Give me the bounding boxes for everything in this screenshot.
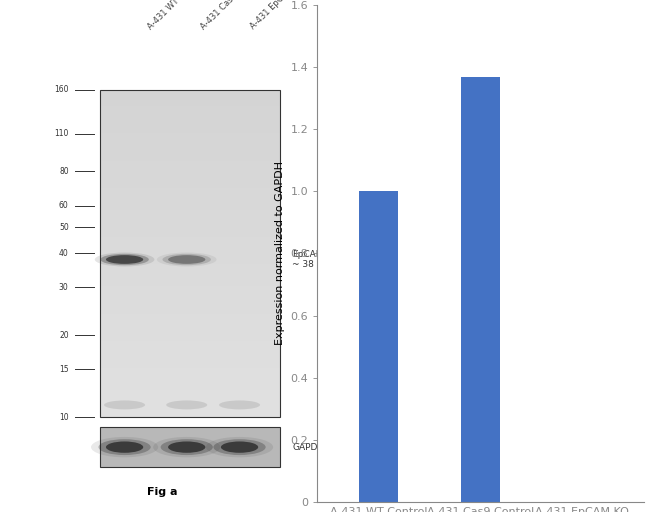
Ellipse shape bbox=[166, 400, 207, 410]
Bar bbox=[461, 76, 500, 502]
Ellipse shape bbox=[161, 439, 213, 455]
Bar bbox=[99, 412, 280, 417]
Bar bbox=[99, 264, 280, 270]
Bar bbox=[99, 401, 280, 407]
Text: EpCAM
~ 38 kDa: EpCAM ~ 38 kDa bbox=[292, 250, 335, 269]
Bar bbox=[99, 122, 280, 128]
Ellipse shape bbox=[157, 252, 216, 267]
Ellipse shape bbox=[168, 441, 205, 453]
Bar bbox=[99, 325, 280, 330]
Text: 30: 30 bbox=[59, 283, 69, 292]
Ellipse shape bbox=[168, 255, 205, 264]
Bar bbox=[99, 155, 280, 161]
Bar bbox=[99, 188, 280, 194]
Bar bbox=[99, 286, 280, 292]
Ellipse shape bbox=[106, 255, 143, 264]
Ellipse shape bbox=[91, 437, 158, 457]
Bar bbox=[99, 319, 280, 325]
Bar bbox=[99, 231, 280, 237]
Ellipse shape bbox=[206, 437, 273, 457]
Text: GAPDH: GAPDH bbox=[292, 443, 324, 452]
Ellipse shape bbox=[104, 400, 145, 410]
Bar bbox=[99, 281, 280, 286]
Bar bbox=[99, 313, 280, 319]
Bar bbox=[99, 112, 280, 117]
Bar bbox=[99, 297, 280, 303]
Bar bbox=[99, 139, 280, 144]
Bar bbox=[99, 133, 280, 139]
Bar bbox=[99, 204, 280, 210]
Text: A-431 WT Control: A-431 WT Control bbox=[146, 0, 205, 31]
Bar bbox=[99, 161, 280, 166]
Bar bbox=[99, 106, 280, 112]
Text: 15: 15 bbox=[59, 365, 69, 374]
Bar bbox=[99, 248, 280, 253]
Bar bbox=[99, 166, 280, 172]
Text: 110: 110 bbox=[54, 130, 69, 138]
Bar bbox=[99, 407, 280, 412]
Ellipse shape bbox=[99, 439, 151, 455]
Text: 80: 80 bbox=[59, 167, 69, 176]
Text: 60: 60 bbox=[59, 201, 69, 210]
Text: 160: 160 bbox=[54, 85, 69, 94]
Text: A-431 EpCAM KO: A-431 EpCAM KO bbox=[249, 0, 306, 31]
Bar bbox=[99, 182, 280, 188]
Text: Fig a: Fig a bbox=[147, 487, 177, 497]
Bar bbox=[99, 226, 280, 231]
Bar bbox=[99, 308, 280, 313]
Bar bbox=[99, 390, 280, 395]
Bar bbox=[99, 335, 280, 341]
Bar bbox=[99, 100, 280, 106]
Bar bbox=[99, 362, 280, 368]
Ellipse shape bbox=[106, 441, 143, 453]
Ellipse shape bbox=[219, 400, 260, 410]
Bar bbox=[99, 346, 280, 352]
Bar bbox=[99, 90, 280, 95]
Bar bbox=[359, 191, 398, 502]
Bar bbox=[99, 374, 280, 379]
Bar bbox=[99, 194, 280, 199]
Ellipse shape bbox=[95, 252, 155, 267]
Ellipse shape bbox=[100, 254, 149, 265]
Y-axis label: Expression normalized to GAPDH: Expression normalized to GAPDH bbox=[275, 161, 285, 346]
Bar bbox=[99, 90, 280, 417]
Bar bbox=[99, 357, 280, 362]
Bar bbox=[99, 270, 280, 275]
Bar bbox=[99, 172, 280, 177]
Text: 50: 50 bbox=[59, 223, 69, 231]
Ellipse shape bbox=[221, 441, 258, 453]
Bar bbox=[99, 253, 280, 259]
Bar bbox=[99, 117, 280, 122]
Bar bbox=[99, 379, 280, 385]
Bar bbox=[99, 128, 280, 133]
Bar bbox=[99, 427, 280, 467]
Bar bbox=[99, 237, 280, 243]
Bar bbox=[99, 243, 280, 248]
Bar bbox=[99, 275, 280, 281]
Bar bbox=[99, 210, 280, 215]
Bar bbox=[99, 385, 280, 390]
Bar bbox=[99, 292, 280, 297]
Bar bbox=[99, 341, 280, 346]
Bar bbox=[99, 95, 280, 100]
Bar bbox=[99, 395, 280, 401]
Bar bbox=[99, 259, 280, 264]
Bar bbox=[99, 150, 280, 155]
Text: 10: 10 bbox=[59, 413, 69, 422]
Bar bbox=[99, 144, 280, 150]
Bar bbox=[99, 221, 280, 226]
Text: 40: 40 bbox=[59, 249, 69, 258]
Bar bbox=[99, 352, 280, 357]
Ellipse shape bbox=[213, 439, 266, 455]
Ellipse shape bbox=[153, 437, 220, 457]
Bar bbox=[99, 368, 280, 374]
Bar bbox=[99, 330, 280, 335]
Text: 20: 20 bbox=[59, 331, 69, 340]
Bar bbox=[99, 177, 280, 182]
Text: A-431 Cas9 Control: A-431 Cas9 Control bbox=[199, 0, 263, 31]
Bar bbox=[99, 303, 280, 308]
Ellipse shape bbox=[162, 254, 211, 265]
Bar bbox=[99, 199, 280, 204]
Bar bbox=[99, 215, 280, 221]
